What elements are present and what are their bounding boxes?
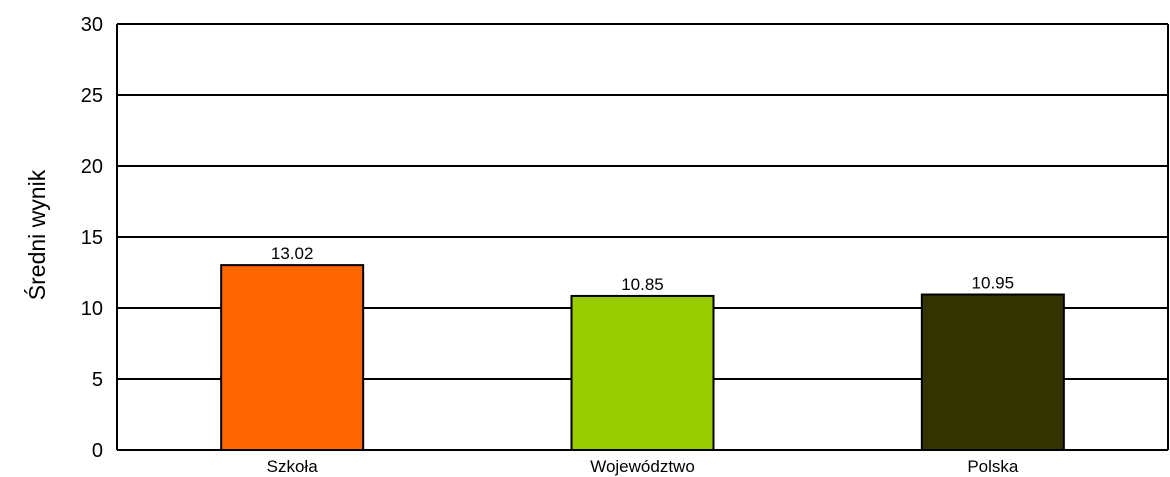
bar-3 [920, 293, 1065, 452]
bar-1 [220, 264, 365, 451]
y-tick-label-10: 10 [81, 298, 103, 320]
bar-2 [570, 294, 715, 451]
axes [116, 24, 1169, 451]
x-tick-label-1: Szkoła [267, 457, 319, 476]
y-axis-title: Średni wynik [23, 169, 50, 300]
x-tick-label-2: Województwo [590, 457, 695, 476]
data-label-2: 10.85 [621, 275, 664, 294]
y-tick-label-5: 5 [92, 369, 103, 391]
y-tick-label-15: 15 [81, 227, 103, 249]
y-tick-label-20: 20 [81, 156, 103, 178]
y-tick-label-0: 0 [92, 440, 103, 462]
y-tick-label-25: 25 [81, 85, 103, 107]
labels: 0 5 10 15 20 25 30 13.02 Szkoła 10.85 Województwo 1… [81, 14, 1019, 476]
data-label-1: 13.02 [271, 244, 314, 263]
y-tick-label-30: 30 [81, 14, 103, 36]
data-label-3: 10.95 [972, 274, 1015, 293]
x-tick-label-3: Polska [967, 457, 1019, 476]
